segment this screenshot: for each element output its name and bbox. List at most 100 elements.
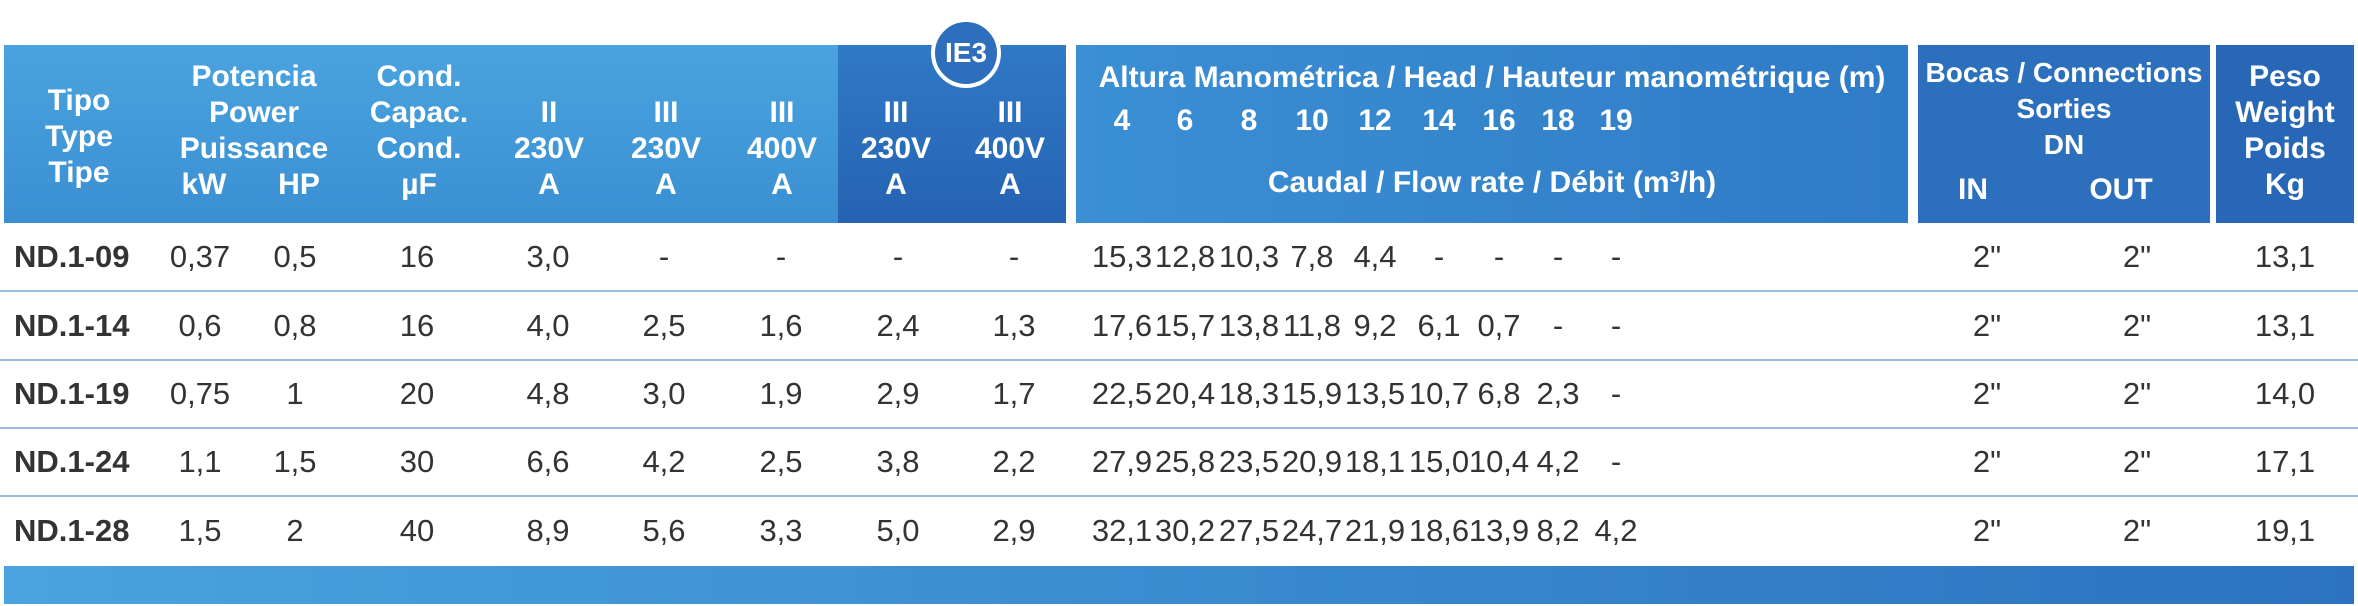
cell-hp: 2 (286, 513, 304, 548)
cell-a3: - (775, 239, 787, 274)
cell-flow-6m: 25,8 (1154, 444, 1216, 479)
header-peso-es: Peso (2249, 60, 2321, 93)
cell-flow-19m: - (1610, 376, 1622, 411)
header-connections-block: Bocas / Connections Sorties DN IN OUT (1918, 45, 2210, 223)
cell-a3: 1,9 (759, 376, 803, 411)
header-iii400-unit: A (771, 168, 793, 201)
header-bocas-dn: DN (2043, 129, 2085, 160)
cell-out: 2" (2122, 239, 2152, 274)
cell-kw: 1,1 (178, 444, 222, 479)
header-ie3-400-phase: III (997, 96, 1023, 129)
cell-e2: - (1008, 239, 1020, 274)
header-tipo: Tipo Type Tipe (4, 83, 154, 191)
header-flow-block: Altura Manométrica / Head / Hauteur mano… (1076, 45, 1908, 223)
header-peso: Peso Weight Poids Kg (2216, 59, 2354, 203)
cell-flow-14m: 6,1 (1417, 308, 1461, 343)
cell-flow-19m: - (1610, 444, 1622, 479)
cell-a1: 4,8 (526, 376, 570, 411)
cell-flow-10m: 24,7 (1281, 513, 1343, 548)
cell-in: 2" (1972, 239, 2002, 274)
header-head-2: 8 (1240, 104, 1258, 137)
cell-e1: 5,0 (876, 513, 920, 548)
cell-flow-14m: 10,7 (1408, 376, 1470, 411)
header-tipo-es: Tipo (47, 84, 111, 117)
cell-flow-4m: 22,5 (1091, 376, 1153, 411)
model-name: ND.1-14 (14, 308, 130, 343)
cell-flow-14m: - (1433, 239, 1445, 274)
ie3-badge: IE3 (931, 18, 1001, 88)
cell-hp: 0,5 (273, 239, 317, 274)
cell-e1: 3,8 (876, 444, 920, 479)
cell-e1: 2,4 (876, 308, 920, 343)
header-potencia-es: Potencia (191, 60, 317, 93)
header-ie3-230-volt: 230V (860, 132, 932, 165)
cell-kg: 17,1 (2254, 444, 2316, 479)
header-ii-unit: A (538, 168, 560, 201)
model-name: ND.1-28 (14, 513, 130, 548)
header-ie3-230-unit: A (885, 168, 907, 201)
cell-cond: 16 (399, 308, 435, 343)
header-bocas-line2: Sorties (2016, 93, 2112, 124)
header-peso-unit: Kg (2265, 168, 2305, 201)
cell-e2: 1,3 (992, 308, 1036, 343)
cell-flow-14m: 18,6 (1408, 513, 1470, 548)
cell-a2: 3,0 (642, 376, 686, 411)
cell-kg: 14,0 (2254, 376, 2316, 411)
cell-cond: 40 (399, 513, 435, 548)
cell-in: 2" (1972, 308, 2002, 343)
cell-kw: 0,6 (178, 308, 222, 343)
cell-e2: 1,7 (992, 376, 1036, 411)
header-iii-400v: III 400V A (722, 95, 842, 203)
cell-cond: 20 (399, 376, 435, 411)
cell-flow-12m: 18,1 (1344, 444, 1406, 479)
header-potencia: Potencia Power Puissance (154, 59, 354, 167)
header-tipo-fr: Tipe (48, 156, 110, 189)
header-iii230-unit: A (655, 168, 677, 201)
cell-flow-8m: 27,5 (1218, 513, 1280, 548)
cell-a1: 4,0 (526, 308, 570, 343)
cell-flow-6m: 20,4 (1154, 376, 1216, 411)
cell-out: 2" (2122, 513, 2152, 548)
cell-a3: 1,6 (759, 308, 803, 343)
cell-kg: 13,1 (2254, 308, 2316, 343)
header-cond-line3: Cond. (376, 132, 462, 165)
header-ii-volt: 230V (513, 132, 585, 165)
cell-flow-18m: 2,3 (1536, 376, 1580, 411)
cell-flow-8m: 23,5 (1218, 444, 1280, 479)
cell-e1: - (892, 239, 904, 274)
cell-kg: 13,1 (2254, 239, 2316, 274)
header-caudal-title: Caudal / Flow rate / Débit (m³/h) (1267, 166, 1717, 199)
header-iii400-phase: III (769, 96, 795, 129)
cell-in: 2" (1972, 376, 2002, 411)
header-cond-line1: Cond. (376, 60, 462, 93)
model-name: ND.1-24 (14, 444, 130, 479)
header-tipo-en: Type (45, 120, 113, 153)
header-head-6: 16 (1482, 104, 1516, 137)
cell-flow-6m: 12,8 (1154, 239, 1216, 274)
cell-out: 2" (2122, 308, 2152, 343)
cell-a1: 3,0 (526, 239, 570, 274)
header-cond-line2: Capac. (369, 96, 469, 129)
cell-flow-12m: 21,9 (1344, 513, 1406, 548)
cell-flow-6m: 15,7 (1154, 308, 1216, 343)
header-iii-230v: III 230V A (606, 95, 726, 203)
cell-flow-10m: 11,8 (1282, 308, 1342, 343)
cell-flow-10m: 20,9 (1281, 444, 1343, 479)
header-head-0: 4 (1113, 104, 1131, 137)
cell-flow-12m: 4,4 (1353, 239, 1397, 274)
cell-a2: - (658, 239, 670, 274)
header-iii230-volt: 230V (630, 132, 702, 165)
cell-flow-8m: 18,3 (1218, 376, 1280, 411)
cell-flow-18m: 4,2 (1536, 444, 1580, 479)
cell-out: 2" (2122, 444, 2152, 479)
header-head-8: 19 (1599, 104, 1633, 137)
cell-in: 2" (1972, 444, 2002, 479)
cell-flow-8m: 10,3 (1218, 239, 1280, 274)
cell-flow-8m: 13,8 (1218, 308, 1280, 343)
header-in: IN (1958, 173, 1988, 206)
cell-flow-18m: 8,2 (1536, 513, 1580, 548)
cell-flow-19m: - (1610, 239, 1622, 274)
cell-flow-14m: 15,0 (1408, 444, 1470, 479)
header-potencia-fr: Puissance (179, 132, 329, 165)
header-kw: kW (181, 168, 227, 201)
